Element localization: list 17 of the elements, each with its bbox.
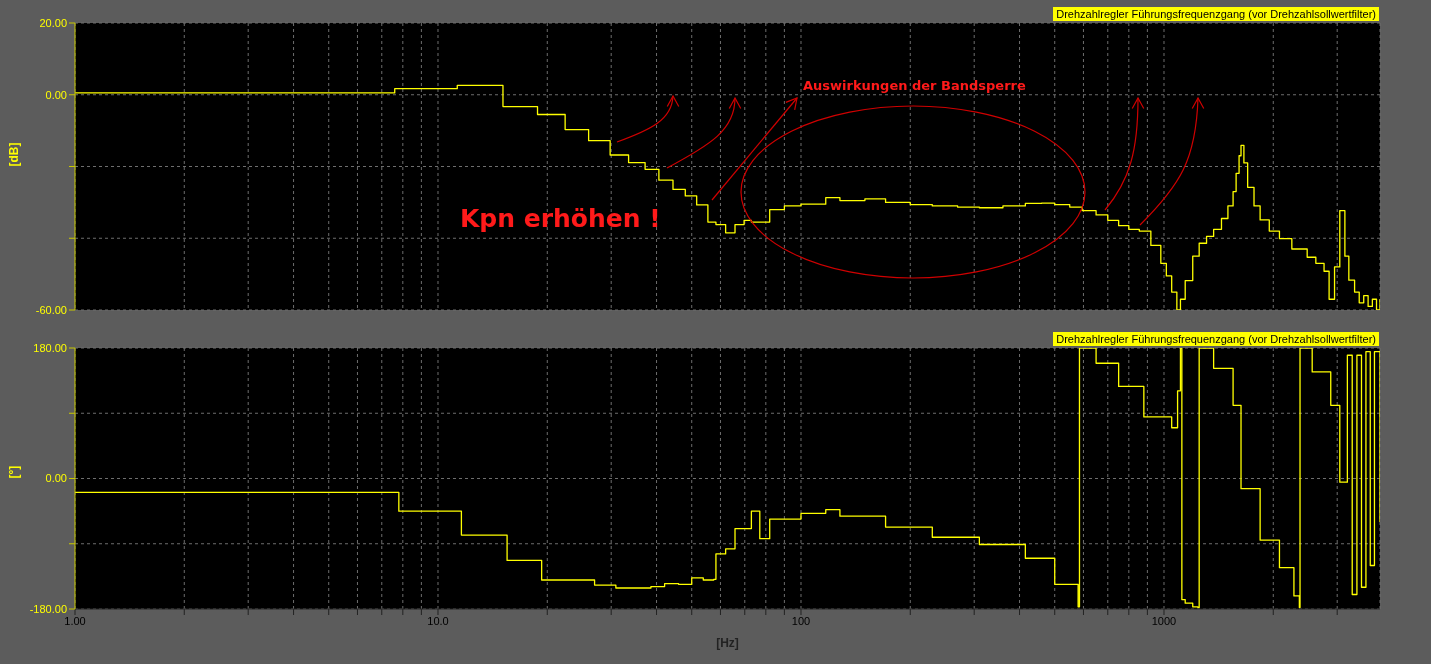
annotation: Kpn erhöhen ! [460, 204, 661, 233]
text: Drehzahlregler Führungsfrequenzgang (vor Drehzahlsollwertfilter) [1056, 8, 1376, 20]
y-tick-label: 0.00 [45, 88, 67, 101]
y-axis-title: [dB] [7, 142, 22, 167]
x-tick-label: 10.0 [427, 614, 449, 627]
x-axis-title: [Hz] [716, 636, 739, 650]
annotation: Auswirkungen der Bandsperre [803, 78, 1026, 93]
x-tick-label: 1000 [1151, 614, 1177, 627]
series-label: Drehzahlregler Führungsfrequenzgang (vor Drehzahlsollwertfilter) [1056, 333, 1376, 345]
x-tick-label: 1.00 [64, 614, 86, 627]
y-tick-label: 20.00 [39, 16, 67, 29]
y-tick-label: -180.00 [29, 602, 67, 615]
y-tick-label: 0.00 [45, 472, 67, 485]
y-axis-title: [°] [7, 465, 22, 479]
y-tick-label: 180.00 [33, 341, 67, 354]
y-tick-label: -60.00 [35, 303, 67, 316]
x-tick-label: 100 [791, 614, 811, 627]
